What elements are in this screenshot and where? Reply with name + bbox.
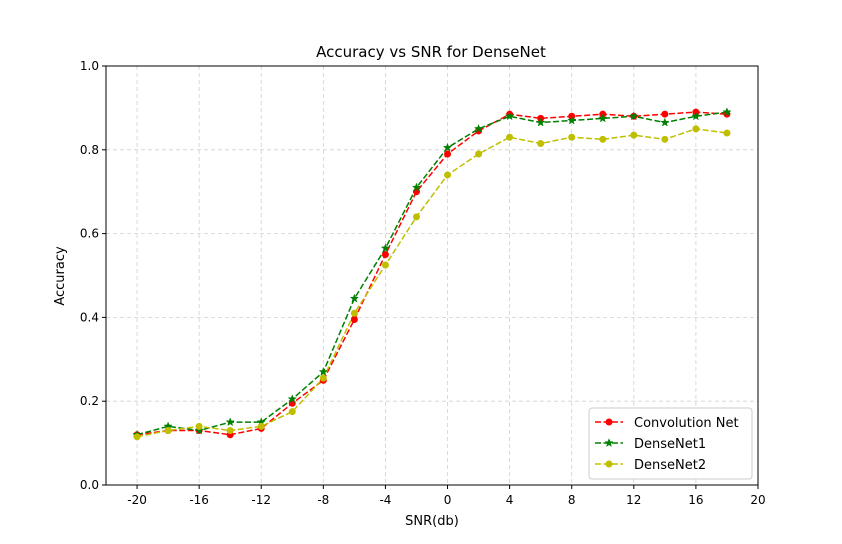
data-point xyxy=(318,366,329,376)
data-point xyxy=(412,213,420,221)
y-tick-label: 0.4 xyxy=(80,310,99,324)
series-lines xyxy=(136,111,728,438)
x-tick-label: 8 xyxy=(568,493,576,507)
data-point xyxy=(350,315,358,323)
legend-marker xyxy=(604,438,614,447)
data-point xyxy=(164,427,172,435)
data-point xyxy=(257,422,265,430)
x-tick-label: -8 xyxy=(317,493,329,507)
data-point xyxy=(661,135,669,143)
y-tick-label: 1.0 xyxy=(80,59,99,73)
data-point xyxy=(535,117,546,127)
data-point xyxy=(349,293,360,303)
x-axis-ticks: -20 -16 -12 -8 -4 0 4 8 12 16 20 xyxy=(127,485,766,507)
data-point xyxy=(444,171,452,179)
data-point xyxy=(722,107,732,117)
data-point xyxy=(567,115,577,125)
data-point xyxy=(473,123,484,133)
y-axis-label: Accuracy xyxy=(53,246,68,306)
data-point xyxy=(194,425,204,435)
data-point xyxy=(475,150,483,158)
x-tick-label: -20 xyxy=(127,493,147,507)
data-point xyxy=(506,133,514,141)
y-tick-label: 0.8 xyxy=(80,143,99,157)
series-line xyxy=(136,128,728,438)
data-point xyxy=(630,131,638,139)
data-point xyxy=(629,111,639,121)
data-point xyxy=(598,113,608,123)
y-tick-label: 0.2 xyxy=(80,394,99,408)
data-point xyxy=(660,117,670,127)
data-point xyxy=(225,417,235,427)
x-axis-label: SNR(db) xyxy=(405,514,459,529)
data-point xyxy=(568,133,576,141)
series-markers xyxy=(132,107,732,441)
data-point xyxy=(288,408,296,416)
series-line xyxy=(136,111,728,436)
chart-title: Accuracy vs SNR for DenseNet xyxy=(316,43,546,61)
data-point xyxy=(381,261,389,269)
x-tick-label: 0 xyxy=(444,493,452,507)
data-point xyxy=(599,135,607,143)
y-axis-ticks: 0.0 0.2 0.4 0.6 0.8 1.0 xyxy=(80,59,106,492)
data-point xyxy=(537,140,545,148)
data-point xyxy=(442,142,453,152)
legend-label: DenseNet1 xyxy=(634,437,706,452)
data-point xyxy=(226,427,234,435)
legend-marker xyxy=(605,418,613,426)
y-tick-label: 0.6 xyxy=(80,227,99,241)
plot-frame xyxy=(105,65,759,486)
legend-marker xyxy=(605,460,613,468)
x-tick-label: 16 xyxy=(688,493,703,507)
data-point xyxy=(723,129,731,137)
data-point xyxy=(319,374,327,382)
x-tick-label: -16 xyxy=(189,493,209,507)
data-point xyxy=(380,243,391,253)
legend-label: DenseNet2 xyxy=(634,458,706,473)
series-line xyxy=(136,111,728,436)
data-point xyxy=(504,111,515,121)
data-point xyxy=(661,110,669,118)
data-point xyxy=(133,433,141,441)
data-point xyxy=(350,309,358,317)
y-tick-label: 0.0 xyxy=(80,478,99,492)
data-point xyxy=(287,394,297,404)
data-point xyxy=(381,251,389,259)
data-point xyxy=(691,111,701,121)
legend: Convolution Net DenseNet1 DenseNet2 xyxy=(588,407,753,480)
legend-label: Convolution Net xyxy=(634,416,739,431)
x-tick-label: -12 xyxy=(251,493,271,507)
x-tick-label: 12 xyxy=(626,493,641,507)
data-point xyxy=(444,150,452,158)
data-point xyxy=(411,182,422,192)
data-point xyxy=(692,125,700,133)
x-tick-label: 4 xyxy=(506,493,514,507)
x-tick-label: -4 xyxy=(379,493,391,507)
legend-box xyxy=(588,407,753,480)
data-point xyxy=(195,422,203,430)
x-tick-label: 20 xyxy=(750,493,765,507)
